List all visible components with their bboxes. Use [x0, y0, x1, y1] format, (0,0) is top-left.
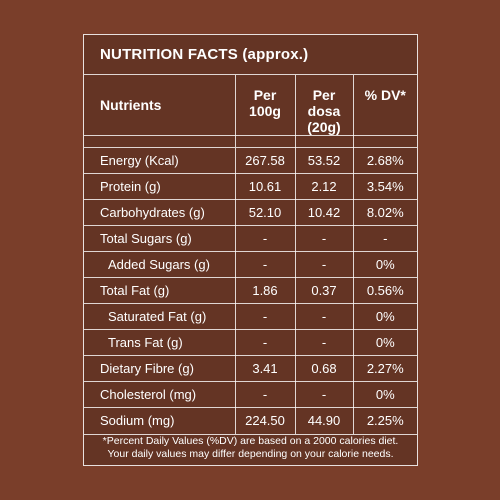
value-per-dosa: 53.52	[294, 147, 354, 174]
table-row: Cholesterol (mg) - - 0%	[84, 381, 417, 408]
label-title: NUTRITION FACTS (approx.)	[84, 35, 417, 75]
header-nutrients: Nutrients	[84, 75, 236, 136]
value-per-dosa: 10.42	[294, 199, 354, 226]
header-dv: % DV*	[352, 75, 417, 136]
nutrient-name: Dietary Fibre (g)	[84, 355, 236, 382]
value-per-dosa: -	[294, 251, 354, 278]
nutrient-name: Saturated Fat (g)	[84, 303, 236, 330]
table-row: Total Fat (g) 1.86 0.37 0.56%	[84, 277, 417, 304]
value-per-dosa: -	[294, 381, 354, 408]
value-dv: 8.02%	[352, 199, 417, 226]
value-per-100g: 52.10	[234, 199, 296, 226]
value-dv: -	[352, 225, 417, 252]
spacer-row	[84, 135, 417, 148]
header-per-dosa-line1: Per	[312, 87, 336, 103]
header-per-dosa: Per dosa (20g)	[294, 75, 354, 136]
value-per-100g: 10.61	[234, 173, 296, 200]
value-dv: 0%	[352, 329, 417, 356]
value-per-100g: -	[234, 329, 296, 356]
value-per-100g: -	[234, 251, 296, 278]
header-per-100g: Per 100g	[234, 75, 296, 136]
value-per-dosa: 0.68	[294, 355, 354, 382]
nutrition-label: NUTRITION FACTS (approx.) Nutrients Per …	[83, 34, 418, 466]
value-per-100g: 3.41	[234, 355, 296, 382]
value-per-dosa: 44.90	[294, 407, 354, 434]
value-dv: 2.68%	[352, 147, 417, 174]
value-dv: 2.25%	[352, 407, 417, 434]
value-dv: 0%	[352, 381, 417, 408]
value-dv: 0%	[352, 251, 417, 278]
header-row: Nutrients Per 100g Per dosa (20g) % DV*	[84, 75, 417, 136]
footnote-divider	[84, 433, 417, 435]
nutrient-name: Energy (Kcal)	[84, 147, 236, 174]
value-per-dosa: 0.37	[294, 277, 354, 304]
table-row: Added Sugars (g) - - 0%	[84, 251, 417, 278]
value-per-100g: -	[234, 225, 296, 252]
footnote-line-2: Your daily values may differ depending o…	[107, 448, 394, 460]
table-row: Saturated Fat (g) - - 0%	[84, 303, 417, 330]
header-per-100g-line1: Per	[253, 87, 277, 103]
value-dv: 0.56%	[352, 277, 417, 304]
value-per-100g: 267.58	[234, 147, 296, 174]
value-per-100g: 1.86	[234, 277, 296, 304]
table-row: Protein (g) 10.61 2.12 3.54%	[84, 173, 417, 200]
value-per-dosa: -	[294, 225, 354, 252]
header-per-dosa-line3: (20g)	[307, 119, 341, 135]
nutrition-table: Nutrients Per 100g Per dosa (20g) % DV* …	[84, 75, 417, 434]
footnote-line-1: *Percent Daily Values (%DV) are based on…	[102, 435, 399, 447]
value-dv: 0%	[352, 303, 417, 330]
value-dv: 2.27%	[352, 355, 417, 382]
table-row: Carbohydrates (g) 52.10 10.42 8.02%	[84, 199, 417, 226]
table-row: Sodium (mg) 224.50 44.90 2.25%	[84, 407, 417, 434]
footnote: *Percent Daily Values (%DV) are based on…	[84, 435, 417, 461]
nutrient-name: Protein (g)	[84, 173, 236, 200]
nutrient-name: Trans Fat (g)	[84, 329, 236, 356]
header-per-dosa-line2: dosa	[307, 103, 341, 119]
table-row: Dietary Fibre (g) 3.41 0.68 2.27%	[84, 355, 417, 382]
nutrient-name: Cholesterol (mg)	[84, 381, 236, 408]
header-per-100g-line2: 100g	[249, 103, 281, 119]
value-per-dosa: 2.12	[294, 173, 354, 200]
value-per-dosa: -	[294, 329, 354, 356]
nutrient-name: Total Sugars (g)	[84, 225, 236, 252]
value-per-100g: -	[234, 303, 296, 330]
value-per-100g: 224.50	[234, 407, 296, 434]
nutrient-name: Carbohydrates (g)	[84, 199, 236, 226]
table-row: Total Sugars (g) - - -	[84, 225, 417, 252]
table-row: Energy (Kcal) 267.58 53.52 2.68%	[84, 147, 417, 174]
nutrient-name: Total Fat (g)	[84, 277, 236, 304]
table-row: Trans Fat (g) - - 0%	[84, 329, 417, 356]
value-per-dosa: -	[294, 303, 354, 330]
value-dv: 3.54%	[352, 173, 417, 200]
value-per-100g: -	[234, 381, 296, 408]
nutrient-name: Sodium (mg)	[84, 407, 236, 434]
nutrient-name: Added Sugars (g)	[84, 251, 236, 278]
